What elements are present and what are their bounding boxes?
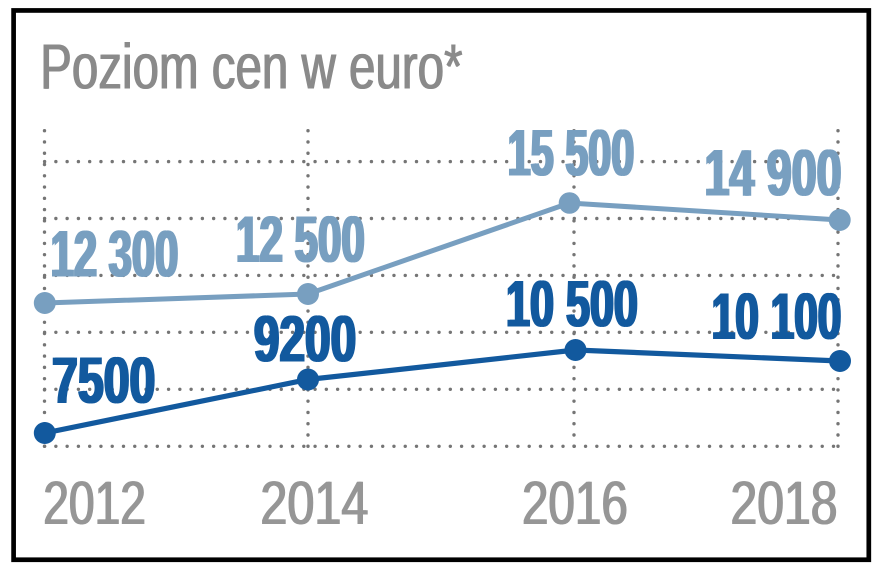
svg-text:10 500: 10 500 — [507, 266, 639, 341]
svg-text:14 900: 14 900 — [703, 136, 840, 210]
svg-text:9200: 9200 — [253, 302, 355, 376]
svg-text:2012: 2012 — [44, 469, 147, 538]
svg-text:12 500: 12 500 — [235, 202, 364, 276]
svg-text:2014: 2014 — [260, 469, 368, 538]
svg-text:2014: 2014 — [261, 469, 369, 538]
svg-text:2016: 2016 — [523, 468, 629, 537]
svg-text:7500: 7500 — [53, 344, 156, 418]
svg-text:2018: 2018 — [731, 468, 838, 537]
svg-text:10 500: 10 500 — [505, 266, 637, 341]
svg-text:15 500: 15 500 — [506, 115, 633, 189]
svg-text:9200: 9200 — [255, 302, 357, 376]
svg-text:2016: 2016 — [521, 468, 627, 537]
svg-text:Poziom cen w euro*: Poziom cen w euro* — [41, 30, 463, 102]
svg-text:15 500: 15 500 — [509, 115, 636, 189]
svg-text:10 100: 10 100 — [710, 279, 840, 353]
svg-text:12 500: 12 500 — [237, 202, 366, 276]
svg-text:14 900: 14 900 — [706, 136, 843, 210]
svg-text:7500: 7500 — [51, 344, 154, 418]
svg-text:Poziom cen w euro*: Poziom cen w euro* — [40, 30, 462, 102]
svg-text:2018: 2018 — [730, 468, 837, 537]
svg-text:10 100: 10 100 — [713, 279, 843, 353]
svg-text:2012: 2012 — [43, 469, 146, 538]
svg-text:12 300: 12 300 — [52, 217, 180, 291]
svg-text:12 300: 12 300 — [49, 217, 177, 291]
